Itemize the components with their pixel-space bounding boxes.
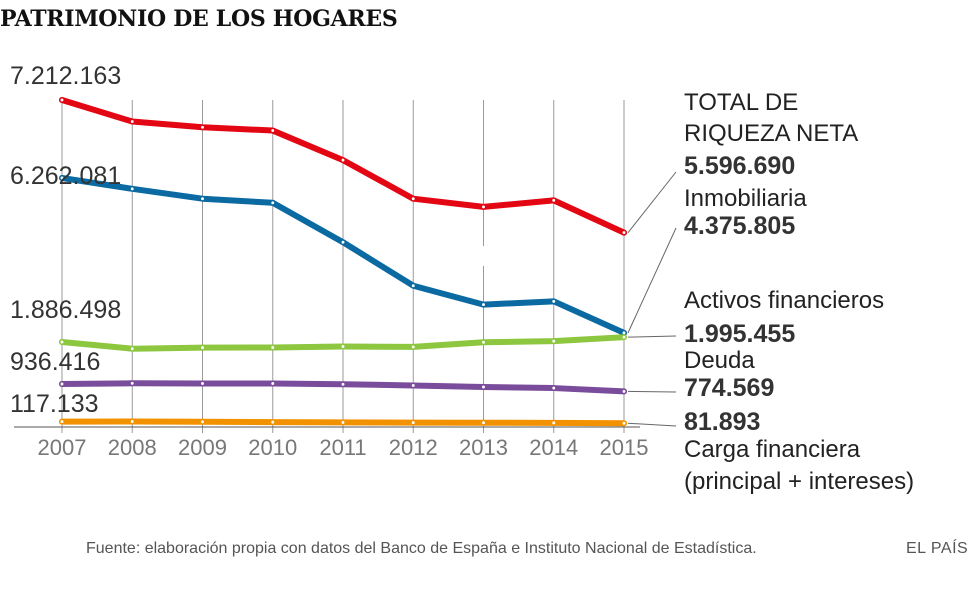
data-point [480,301,487,308]
leader-line [627,390,677,393]
x-tick-label: 2011 [319,435,366,460]
data-point [621,334,627,341]
series-name-label: (principal + intereses) [684,468,914,495]
data-point [480,419,487,426]
x-tick-label: 2007 [38,435,87,460]
data-point [340,343,346,350]
start-value-label: 6.262.081 [10,162,121,190]
x-tick-label: 2015 [600,435,649,460]
series-name-label: Deuda [684,347,755,374]
x-tick-label: 2008 [108,435,157,460]
data-point [621,420,627,427]
data-point [199,380,206,387]
leader-line [627,335,677,338]
data-point [340,239,346,246]
end-value-label: 5.596.690 [684,152,795,180]
data-point [269,127,276,134]
data-point [410,195,417,202]
data-point [269,344,276,351]
data-point [59,418,65,425]
end-value-label: 81.893 [684,408,760,436]
data-point [129,118,136,125]
data-point [550,298,557,305]
start-value-label: 936.416 [10,348,100,376]
data-point [129,345,136,352]
brand-logo: EL PAÍS [906,540,969,557]
x-tick-label: 2010 [248,435,297,460]
x-axis: 2007 2008 2009 2010 2011 2012 2013 2014 2015 [14,426,649,460]
series-name-label: Carga financiera [684,436,861,463]
series-labels: 7.212.163 TOTAL DE RIQUEZA NETA 5.596.690 6.… [10,62,914,495]
series-name-label: Inmobiliaria [684,185,807,212]
leader-line [627,227,677,334]
end-value-label: 774.569 [684,374,774,402]
end-value-label: 1.995.455 [684,320,795,348]
data-point [340,381,346,388]
data-point [550,385,557,392]
chart-title: PATRIMONIO DE LOS HOGARES [0,6,398,32]
data-point [59,97,65,103]
data-point [199,344,206,351]
label-leaders [627,171,677,427]
data-point [480,339,487,346]
leader-line [627,171,677,233]
x-tick-label: 2012 [389,435,438,460]
data-point [269,199,276,206]
x-tick-label: 2013 [459,435,508,460]
data-point [129,185,136,192]
data-point [621,388,627,395]
data-point [269,419,276,426]
data-point [199,124,206,131]
gridlines [61,100,625,433]
data-point [550,197,557,204]
data-point [480,203,487,210]
series-name-label: TOTAL DE [684,89,798,116]
data-point [269,380,276,387]
data-point [129,418,136,425]
series-name-label: RIQUEZA NETA [684,120,858,147]
data-point [340,419,346,426]
data-point [340,157,346,164]
data-point [410,419,417,426]
data-point [621,229,627,236]
data-point [550,419,557,426]
end-value-label: 4.375.805 [684,212,795,240]
start-value-label: 7.212.163 [10,62,121,90]
data-point [199,195,206,202]
start-value-label: 117.133 [10,390,99,418]
axis-break [480,246,487,266]
x-tick-label: 2014 [529,435,578,460]
data-point [199,418,206,425]
start-value-label: 1.886.498 [10,296,121,324]
data-point [59,339,65,345]
data-point [59,381,65,387]
series-lines [59,97,627,427]
data-point [480,384,487,390]
data-point [129,380,136,387]
data-point [410,343,417,350]
series-name-label: Activos financieros [684,287,884,314]
data-point [59,175,65,181]
data-point [550,338,557,345]
x-tick-label: 2009 [178,435,227,460]
leader-line [627,422,677,427]
source-note: Fuente: elaboración propia con datos del… [86,540,757,557]
data-point [410,382,417,389]
data-point [410,282,417,289]
